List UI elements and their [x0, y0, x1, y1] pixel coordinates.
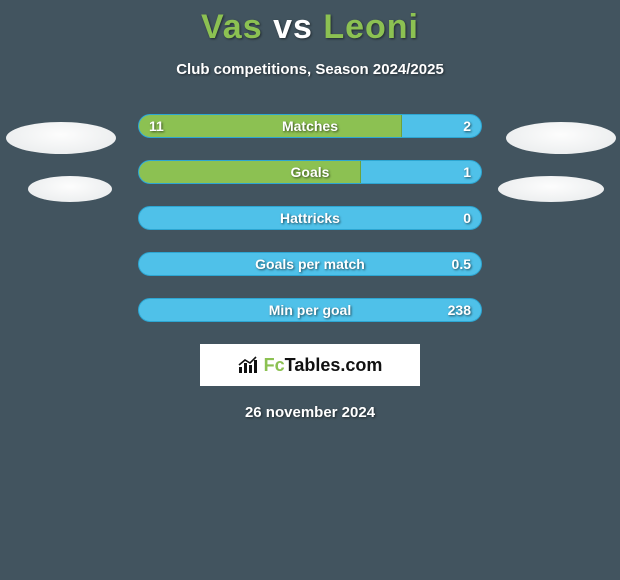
decor-ellipse: [498, 176, 604, 202]
page-title: Vas vs Leoni: [0, 0, 620, 47]
comparison-bars: Matches 11 2 Goals 1 Hattricks 0 Goals per matc…: [138, 114, 482, 322]
title-left: Vas: [201, 8, 263, 46]
bar-row: Goals 1: [138, 160, 482, 184]
bar-row: Matches 11 2: [138, 114, 482, 138]
decor-ellipse: [28, 176, 112, 202]
bar-left-value: 11: [149, 118, 164, 134]
decor-ellipse: [6, 122, 116, 154]
bar-row: Hattricks 0: [138, 206, 482, 230]
bar-label: Matches: [282, 118, 338, 134]
bar-label: Goals per match: [255, 256, 365, 272]
title-right: Leoni: [323, 8, 419, 46]
brand-prefix: Fc: [264, 355, 285, 375]
subtitle: Club competitions, Season 2024/2025: [0, 61, 620, 78]
bar-label: Min per goal: [269, 302, 351, 318]
bar-label: Hattricks: [280, 210, 340, 226]
bar-row: Goals per match 0.5: [138, 252, 482, 276]
date-label: 26 november 2024: [0, 404, 620, 421]
decor-ellipse: [506, 122, 616, 154]
bar-fill: [139, 115, 402, 137]
bar-right-value: 238: [448, 302, 471, 318]
bar-row: Min per goal 238: [138, 298, 482, 322]
bar-right-value: 0.5: [452, 256, 471, 272]
bar-right-value: 2: [463, 118, 471, 134]
chart-icon: [238, 356, 260, 374]
brand-badge: FcTables.com: [200, 344, 420, 386]
brand-text: FcTables.com: [264, 355, 383, 376]
bar-label: Goals: [291, 164, 330, 180]
title-vs: vs: [273, 8, 313, 46]
bar-right-value: 0: [463, 210, 471, 226]
brand-rest: Tables.com: [285, 355, 383, 375]
bar-right-value: 1: [463, 164, 471, 180]
